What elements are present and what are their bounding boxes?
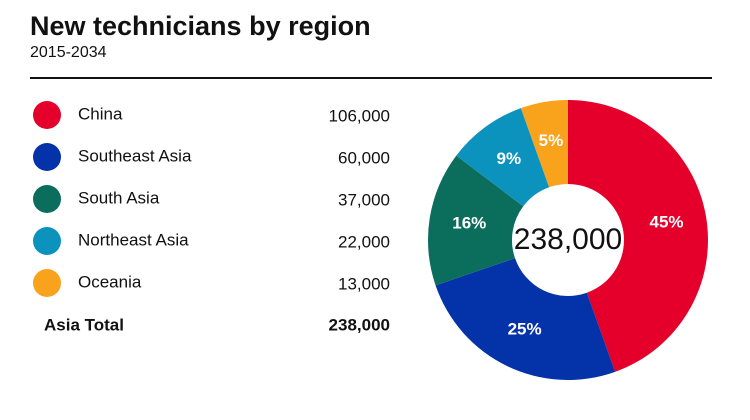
- share-label: 9%: [497, 149, 522, 168]
- total-name: Asia Total: [44, 315, 124, 334]
- donut-slice: [520, 100, 568, 188]
- legend-label: China: [78, 104, 123, 123]
- legend-swatch: [33, 269, 61, 297]
- donut-slice: [568, 100, 708, 372]
- donut-slice: [435, 258, 616, 380]
- chart-title: New technicians by region: [30, 11, 371, 41]
- share-label: 16%: [452, 214, 486, 233]
- legend-swatch: [33, 227, 61, 255]
- donut-slice: [456, 108, 550, 207]
- chart-subtitle: 2015-2034: [30, 44, 107, 61]
- share-label: 5%: [539, 131, 564, 150]
- center-total: 238,000: [514, 223, 622, 256]
- legend-swatch: [33, 101, 61, 129]
- value-label: 60,000: [338, 148, 390, 167]
- share-label: 25%: [508, 320, 542, 339]
- legend-label: Southeast Asia: [78, 146, 192, 165]
- legend-label: Northeast Asia: [78, 230, 189, 249]
- total-value: 238,000: [329, 315, 390, 334]
- value-label: 37,000: [338, 190, 390, 209]
- donut-slice: [428, 155, 524, 286]
- value-label: 13,000: [338, 274, 390, 293]
- legend-label: South Asia: [78, 188, 160, 207]
- legend-label: Oceania: [78, 272, 142, 291]
- legend-swatch: [33, 143, 61, 171]
- value-label: 22,000: [338, 232, 390, 251]
- legend-swatch: [33, 185, 61, 213]
- value-label: 106,000: [329, 106, 390, 125]
- share-label: 45%: [650, 212, 684, 231]
